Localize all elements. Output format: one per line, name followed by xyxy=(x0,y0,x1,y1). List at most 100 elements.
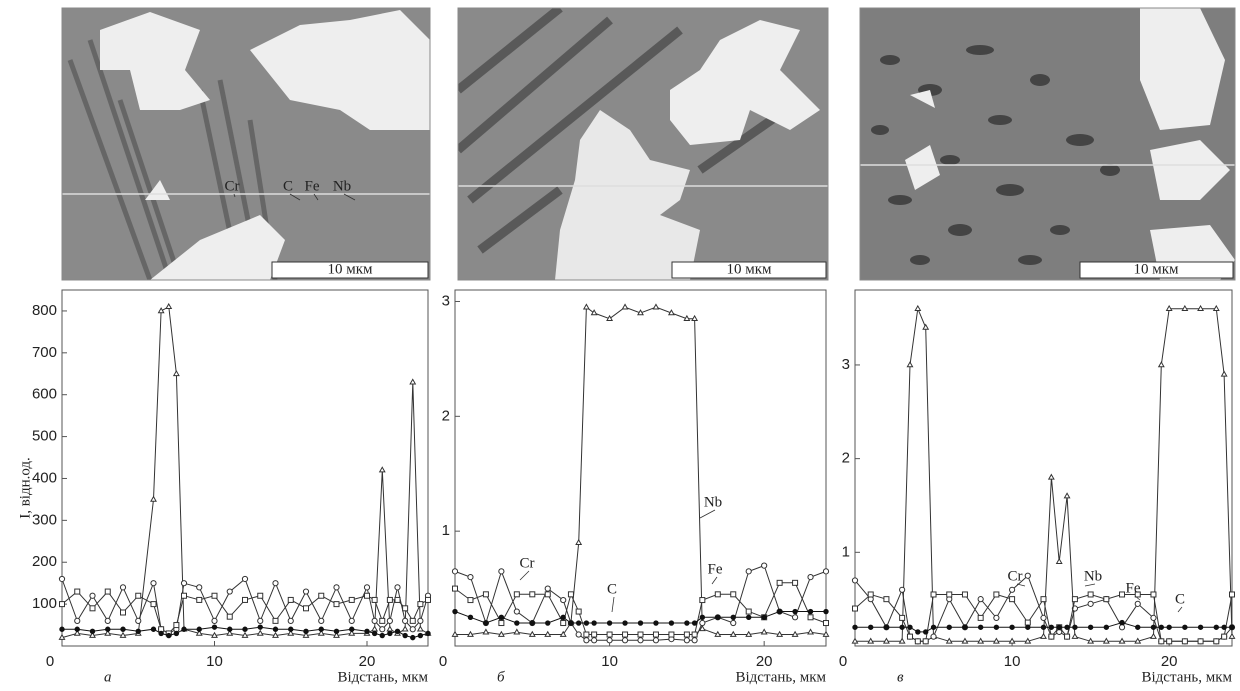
marker xyxy=(962,639,967,644)
marker xyxy=(731,632,736,637)
marker xyxy=(1104,625,1108,629)
marker xyxy=(823,632,828,637)
marker xyxy=(483,629,488,634)
series-label: Fe xyxy=(708,561,723,577)
marker xyxy=(545,632,550,637)
marker xyxy=(561,615,565,619)
series-label: Cr xyxy=(1008,568,1023,584)
marker xyxy=(1104,597,1109,602)
marker xyxy=(212,633,217,638)
marker xyxy=(120,585,125,590)
marker xyxy=(273,618,278,623)
marker xyxy=(1088,601,1093,606)
marker xyxy=(530,592,535,597)
x-tick-label: 10 xyxy=(601,653,618,670)
series-label: Nb xyxy=(1084,568,1102,584)
marker xyxy=(136,618,141,623)
marker xyxy=(1041,634,1046,639)
marker xyxy=(1135,601,1140,606)
marker xyxy=(514,592,519,597)
marker xyxy=(715,632,720,637)
micrograph xyxy=(458,8,828,280)
marker xyxy=(372,618,377,623)
marker xyxy=(1009,639,1014,644)
marker xyxy=(900,639,905,644)
marker xyxy=(1088,639,1093,644)
marker xyxy=(258,618,263,623)
marker xyxy=(468,615,472,619)
marker xyxy=(777,580,782,585)
marker xyxy=(452,632,457,637)
marker xyxy=(853,606,858,611)
marker xyxy=(1151,625,1155,629)
marker xyxy=(212,618,217,623)
marker xyxy=(1065,625,1069,629)
marker xyxy=(121,627,125,631)
marker xyxy=(105,618,110,623)
marker xyxy=(623,621,627,625)
marker xyxy=(1072,634,1077,639)
marker xyxy=(1057,559,1062,564)
marker xyxy=(1167,639,1172,644)
marker xyxy=(426,631,430,635)
marker xyxy=(1049,625,1053,629)
marker xyxy=(915,639,920,644)
y-tick-label: 3 xyxy=(842,356,850,373)
marker xyxy=(592,621,596,625)
panel-label: б xyxy=(497,669,505,685)
marker xyxy=(1088,625,1092,629)
marker xyxy=(273,627,277,631)
figure: 10 мкм01020100200300400500600700800аВідс… xyxy=(0,0,1240,691)
series xyxy=(453,609,828,625)
marker xyxy=(947,639,952,644)
marker xyxy=(106,627,110,631)
marker xyxy=(931,592,936,597)
marker xyxy=(1222,625,1226,629)
marker xyxy=(174,623,179,628)
marker xyxy=(908,625,912,629)
marker xyxy=(716,615,720,619)
marker xyxy=(669,310,674,315)
marker xyxy=(1120,620,1124,624)
marker xyxy=(923,325,928,330)
y-tick-label: 3 xyxy=(442,292,450,309)
marker xyxy=(90,606,95,611)
marker xyxy=(1072,597,1077,602)
marker xyxy=(403,606,408,611)
scale-label: 10 мкм xyxy=(1133,261,1179,277)
y-tick-label: 800 xyxy=(32,302,57,319)
x-tick-label: 10 xyxy=(1004,653,1021,670)
marker xyxy=(1073,625,1077,629)
marker xyxy=(182,627,186,631)
marker xyxy=(900,615,905,620)
marker xyxy=(1057,625,1061,629)
marker xyxy=(418,633,422,637)
marker xyxy=(700,615,704,619)
marker xyxy=(349,597,354,602)
marker xyxy=(90,629,94,633)
marker xyxy=(380,467,385,472)
y-tick-label: 300 xyxy=(32,511,57,528)
marker xyxy=(1049,475,1054,480)
marker xyxy=(1198,306,1203,311)
marker xyxy=(258,593,263,598)
marker xyxy=(1119,625,1124,630)
plot-frame xyxy=(455,290,826,646)
marker xyxy=(1151,615,1156,620)
marker xyxy=(853,625,857,629)
marker xyxy=(746,632,751,637)
marker xyxy=(182,593,187,598)
marker xyxy=(576,609,581,614)
marker xyxy=(499,569,504,574)
marker xyxy=(692,638,697,643)
leader-line xyxy=(1178,607,1182,612)
marker xyxy=(685,621,689,625)
marker xyxy=(273,633,278,638)
marker xyxy=(1119,639,1124,644)
series-line xyxy=(62,579,428,633)
marker xyxy=(584,632,589,637)
marker xyxy=(418,602,423,607)
y-tick-label: 500 xyxy=(32,428,57,445)
marker xyxy=(569,621,573,625)
marker xyxy=(60,602,65,607)
